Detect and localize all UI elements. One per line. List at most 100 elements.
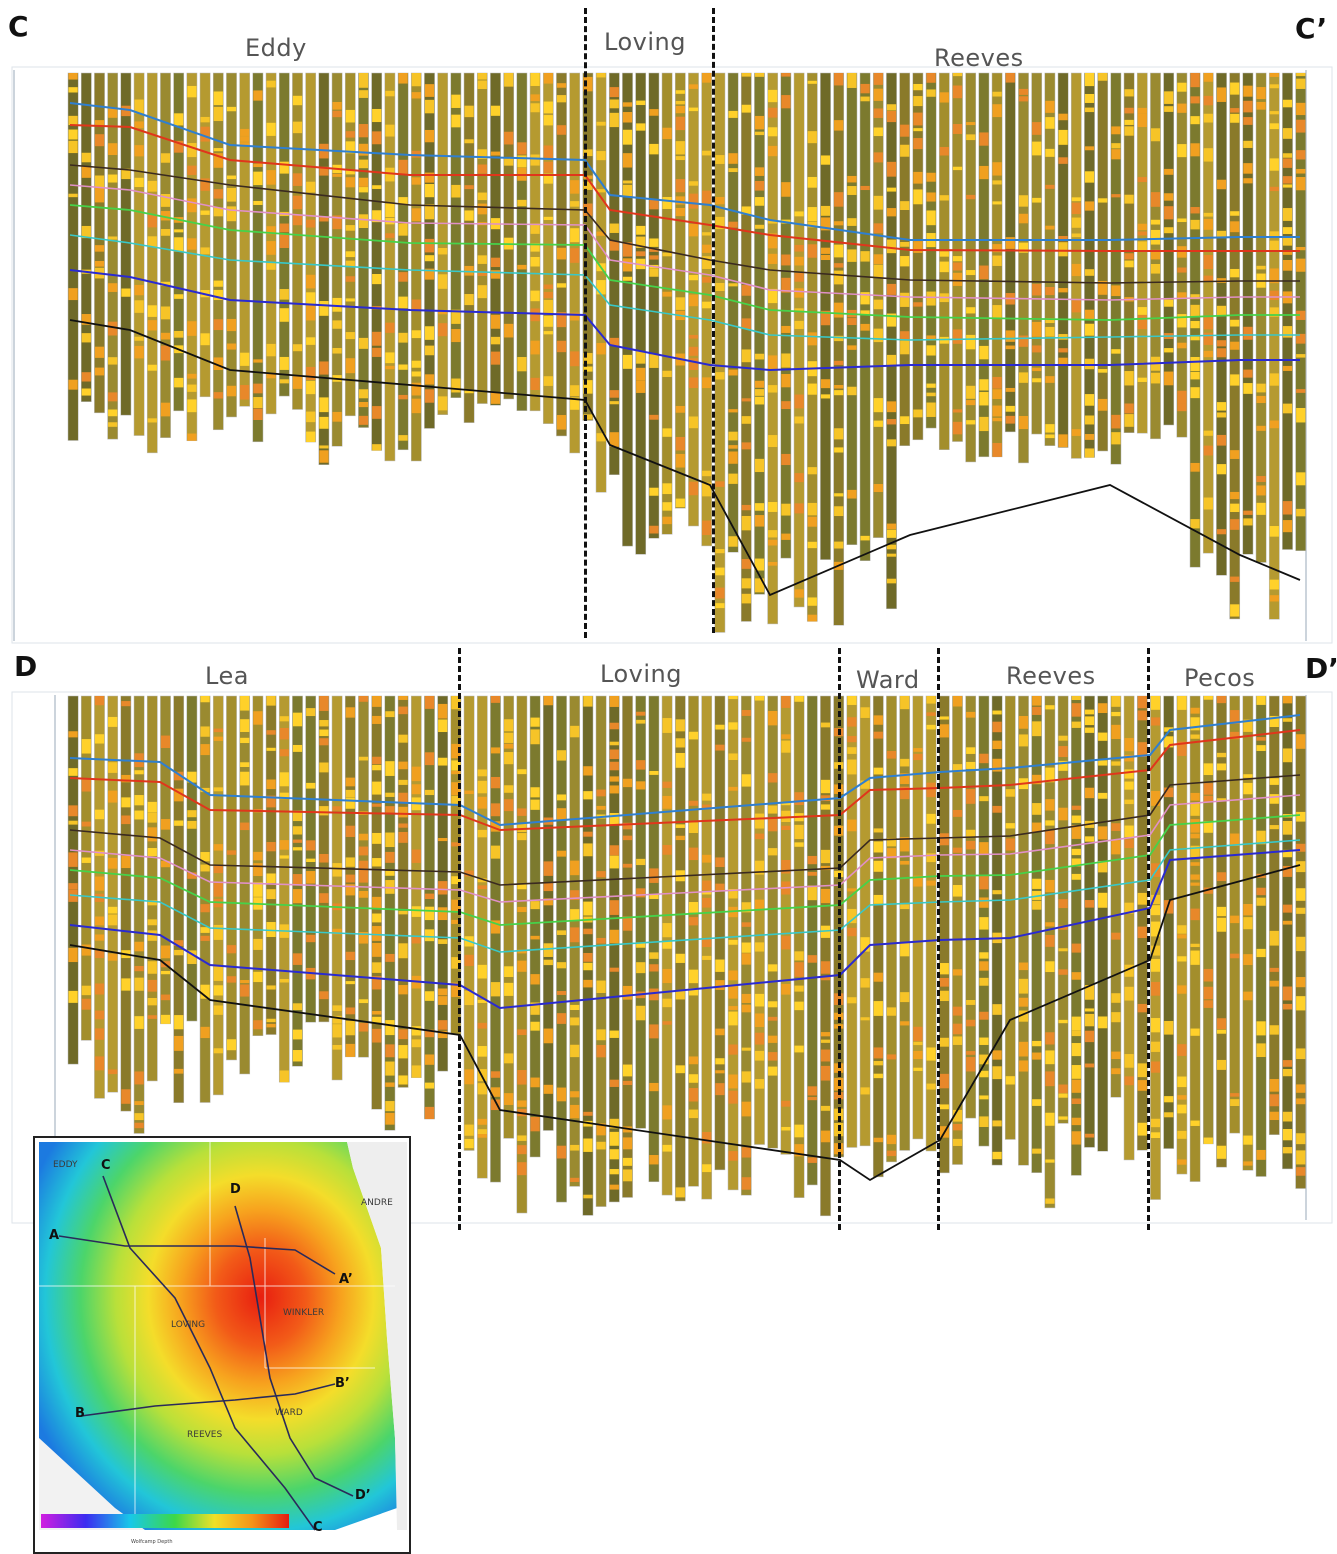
lithology-band <box>1269 73 1279 77</box>
lithology-band <box>108 716 118 727</box>
lithology-band <box>1296 119 1306 133</box>
lithology-band <box>477 1129 487 1135</box>
lithology-band <box>1084 836 1095 842</box>
lithology-band <box>174 1068 184 1074</box>
lithology-band <box>1177 1104 1187 1114</box>
lithology-band <box>913 875 923 887</box>
lithology-band <box>913 302 923 307</box>
lithology-band <box>556 1145 567 1159</box>
lithology-band <box>979 796 989 802</box>
lithology-band <box>702 73 712 83</box>
lithology-band <box>873 88 883 101</box>
lithology-band <box>517 883 527 890</box>
lithology-band <box>1111 840 1121 855</box>
lithology-band <box>1243 163 1253 174</box>
lithology-band <box>213 280 223 287</box>
lithology-band <box>662 968 672 984</box>
lithology-band <box>741 593 751 604</box>
lithology-band <box>504 732 514 743</box>
lithology-band <box>1230 374 1240 386</box>
well-log-column <box>529 72 541 412</box>
lithology-band <box>1256 383 1266 393</box>
lithology-band <box>702 470 712 477</box>
lithology-band <box>306 782 316 789</box>
lithology-band <box>1058 157 1068 164</box>
lithology-band <box>240 822 250 831</box>
lithology-band <box>332 215 342 230</box>
lithology-band <box>1164 1020 1174 1035</box>
lithology-band <box>1282 227 1293 235</box>
lithology-band <box>649 868 659 883</box>
lithology-band <box>636 380 646 393</box>
well-log-column <box>1097 72 1109 452</box>
lithology-band <box>900 758 910 767</box>
lithology-band <box>1216 798 1227 802</box>
lithology-band <box>1190 387 1200 399</box>
lithology-band <box>662 1144 672 1152</box>
lithology-band <box>556 125 567 135</box>
lithology-band <box>451 982 461 998</box>
well-log-column <box>912 72 924 441</box>
lithology-band <box>1124 194 1134 204</box>
well-log-column <box>1044 72 1056 446</box>
lithology-band <box>1098 792 1108 799</box>
lithology-band <box>781 95 791 109</box>
lithology-band <box>702 1164 712 1173</box>
lithology-band <box>583 175 593 179</box>
horizon-green <box>69 814 1301 926</box>
lithology-band <box>1190 519 1200 529</box>
lithology-band <box>556 283 567 288</box>
well-log-column <box>1268 695 1280 1135</box>
lithology-band <box>292 712 303 727</box>
lithology-band <box>622 153 633 168</box>
lithology-band <box>1230 1099 1240 1106</box>
lithology-band <box>662 718 672 733</box>
lithology-band <box>715 282 725 291</box>
lithology-band <box>147 180 157 192</box>
well-log-column <box>806 72 818 622</box>
lithology-band <box>240 385 250 400</box>
lithology-band <box>1177 1095 1187 1100</box>
lithology-band <box>609 99 619 109</box>
lithology-band <box>596 1123 606 1136</box>
county-boundary-lea-loving <box>458 648 461 1230</box>
lithology-band <box>1190 833 1200 839</box>
lithology-band <box>873 1047 883 1059</box>
lithology-band <box>570 927 580 943</box>
lithology-band <box>372 756 382 765</box>
lithology-band <box>952 256 963 262</box>
lithology-band <box>1045 705 1055 710</box>
lithology-band <box>160 402 171 417</box>
lithology-band <box>1084 358 1095 370</box>
lithology-band <box>702 482 712 497</box>
lithology-band <box>702 190 712 204</box>
lithology-band <box>1243 383 1253 394</box>
lithology-band <box>715 372 725 380</box>
lithology-band <box>1124 119 1134 125</box>
well-log-column <box>1189 695 1201 1182</box>
lithology-band <box>1045 830 1055 845</box>
lithology-band <box>966 788 976 804</box>
lithology-band <box>530 103 540 113</box>
lithology-band <box>992 721 1002 733</box>
well-log-column <box>978 72 990 458</box>
lithology-band <box>108 409 118 417</box>
lithology-band <box>253 882 263 897</box>
lithology-band <box>781 503 791 516</box>
lithology-band <box>886 208 897 217</box>
lithology-band <box>886 313 897 327</box>
lithology-band <box>675 100 685 105</box>
lithology-band <box>596 1044 606 1058</box>
lithology-band <box>834 335 844 342</box>
lithology-band <box>385 352 395 364</box>
lithology-band <box>675 1065 685 1074</box>
well-log-column <box>529 695 541 1158</box>
lithology-band <box>1071 873 1081 880</box>
lithology-band <box>649 988 659 1001</box>
lithology-band <box>1269 1111 1279 1121</box>
lithology-band <box>385 1112 395 1125</box>
lithology-band <box>147 801 157 813</box>
lithology-band <box>1111 823 1121 831</box>
well-log-column <box>199 72 211 398</box>
well-log-column <box>1255 72 1267 563</box>
